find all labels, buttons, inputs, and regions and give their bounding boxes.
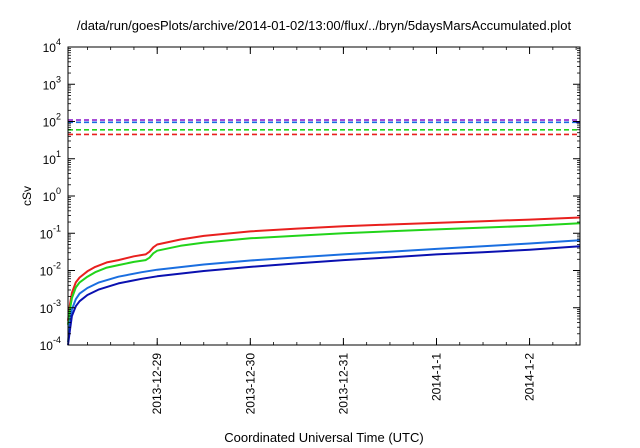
y-tick-label-exponent: -2: [53, 261, 61, 271]
y-tick-label: 10-4: [40, 335, 61, 353]
y-tick-label: 100: [43, 186, 61, 204]
x-tick-label: 2013-12-31: [336, 353, 350, 415]
y-tick-label-base: 10: [43, 153, 57, 167]
y-tick-label: 10-1: [40, 223, 61, 241]
series-layer: [67, 119, 581, 346]
y-tick-label: 104: [43, 37, 61, 55]
plot-frame: [67, 46, 581, 346]
y-tick-label-exponent: -4: [53, 335, 61, 345]
y-axis-label: cSv: [20, 186, 34, 206]
series-line-8: [67, 239, 581, 343]
ticks-layer: 10-410-310-210-11001011021031042013-12-2…: [40, 37, 580, 414]
series-line-6: [67, 216, 581, 321]
y-tick-label-exponent: 2: [56, 112, 61, 122]
chart-title: /data/run/goesPlots/archive/2014-01-02/1…: [77, 18, 572, 33]
y-tick-label: 103: [43, 74, 61, 92]
y-tick-label-exponent: 4: [56, 37, 61, 47]
y-tick-label-exponent: 1: [56, 149, 61, 159]
x-tick-label: 2014-1-2: [523, 353, 537, 401]
y-tick-label-base: 10: [43, 41, 57, 55]
series-line-9: [67, 245, 581, 346]
y-tick-label-exponent: 3: [56, 74, 61, 84]
y-tick-label-base: 10: [40, 302, 54, 316]
x-tick-label: 2013-12-30: [243, 353, 257, 415]
y-tick-label-base: 10: [43, 190, 57, 204]
y-tick-label-base: 10: [40, 339, 54, 353]
y-tick-label-base: 10: [43, 78, 57, 92]
y-tick-label: 10-2: [40, 261, 61, 279]
y-tick-label: 101: [43, 149, 61, 167]
y-tick-label-exponent: -3: [53, 298, 61, 308]
y-tick-label: 102: [43, 112, 61, 130]
y-axis-label-text: cSv: [20, 186, 34, 206]
y-tick-label-exponent: 0: [56, 186, 61, 196]
series-line-7: [67, 222, 581, 325]
y-tick-label-base: 10: [43, 116, 57, 130]
y-tick-label: 10-3: [40, 298, 61, 316]
x-tick-label: 2013-12-29: [150, 353, 164, 415]
y-tick-label-base: 10: [40, 227, 54, 241]
y-tick-label-exponent: -1: [53, 223, 61, 233]
x-axis-label: Coordinated Universal Time (UTC): [224, 430, 423, 445]
x-tick-label: 2014-1-1: [429, 353, 443, 401]
y-tick-label-base: 10: [40, 265, 54, 279]
